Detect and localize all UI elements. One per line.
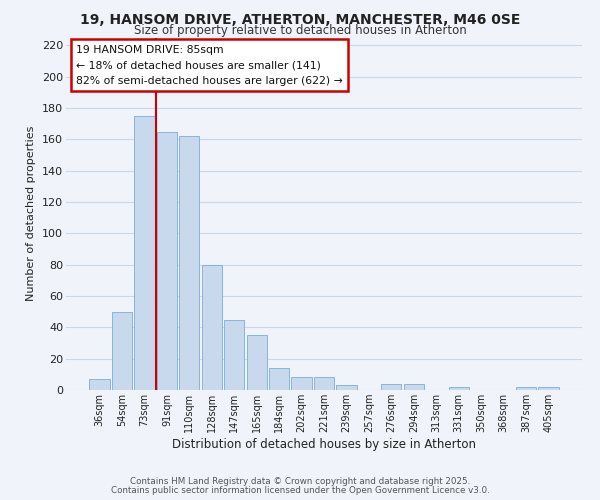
X-axis label: Distribution of detached houses by size in Atherton: Distribution of detached houses by size … — [172, 438, 476, 451]
Bar — [381, 384, 401, 390]
Bar — [134, 116, 155, 390]
Bar — [516, 387, 536, 390]
Bar — [314, 378, 334, 390]
Bar — [112, 312, 132, 390]
Bar — [449, 387, 469, 390]
Text: Contains public sector information licensed under the Open Government Licence v3: Contains public sector information licen… — [110, 486, 490, 495]
Bar — [404, 384, 424, 390]
Bar — [224, 320, 244, 390]
Y-axis label: Number of detached properties: Number of detached properties — [26, 126, 37, 302]
Bar — [179, 136, 199, 390]
Bar — [247, 335, 267, 390]
Bar — [89, 379, 110, 390]
Bar — [292, 378, 311, 390]
Bar — [538, 387, 559, 390]
Text: 19 HANSOM DRIVE: 85sqm
← 18% of detached houses are smaller (141)
82% of semi-de: 19 HANSOM DRIVE: 85sqm ← 18% of detached… — [76, 44, 343, 86]
Text: 19, HANSOM DRIVE, ATHERTON, MANCHESTER, M46 0SE: 19, HANSOM DRIVE, ATHERTON, MANCHESTER, … — [80, 12, 520, 26]
Bar — [202, 264, 222, 390]
Text: Contains HM Land Registry data © Crown copyright and database right 2025.: Contains HM Land Registry data © Crown c… — [130, 478, 470, 486]
Bar — [157, 132, 177, 390]
Text: Size of property relative to detached houses in Atherton: Size of property relative to detached ho… — [134, 24, 466, 37]
Bar — [269, 368, 289, 390]
Bar — [337, 386, 356, 390]
